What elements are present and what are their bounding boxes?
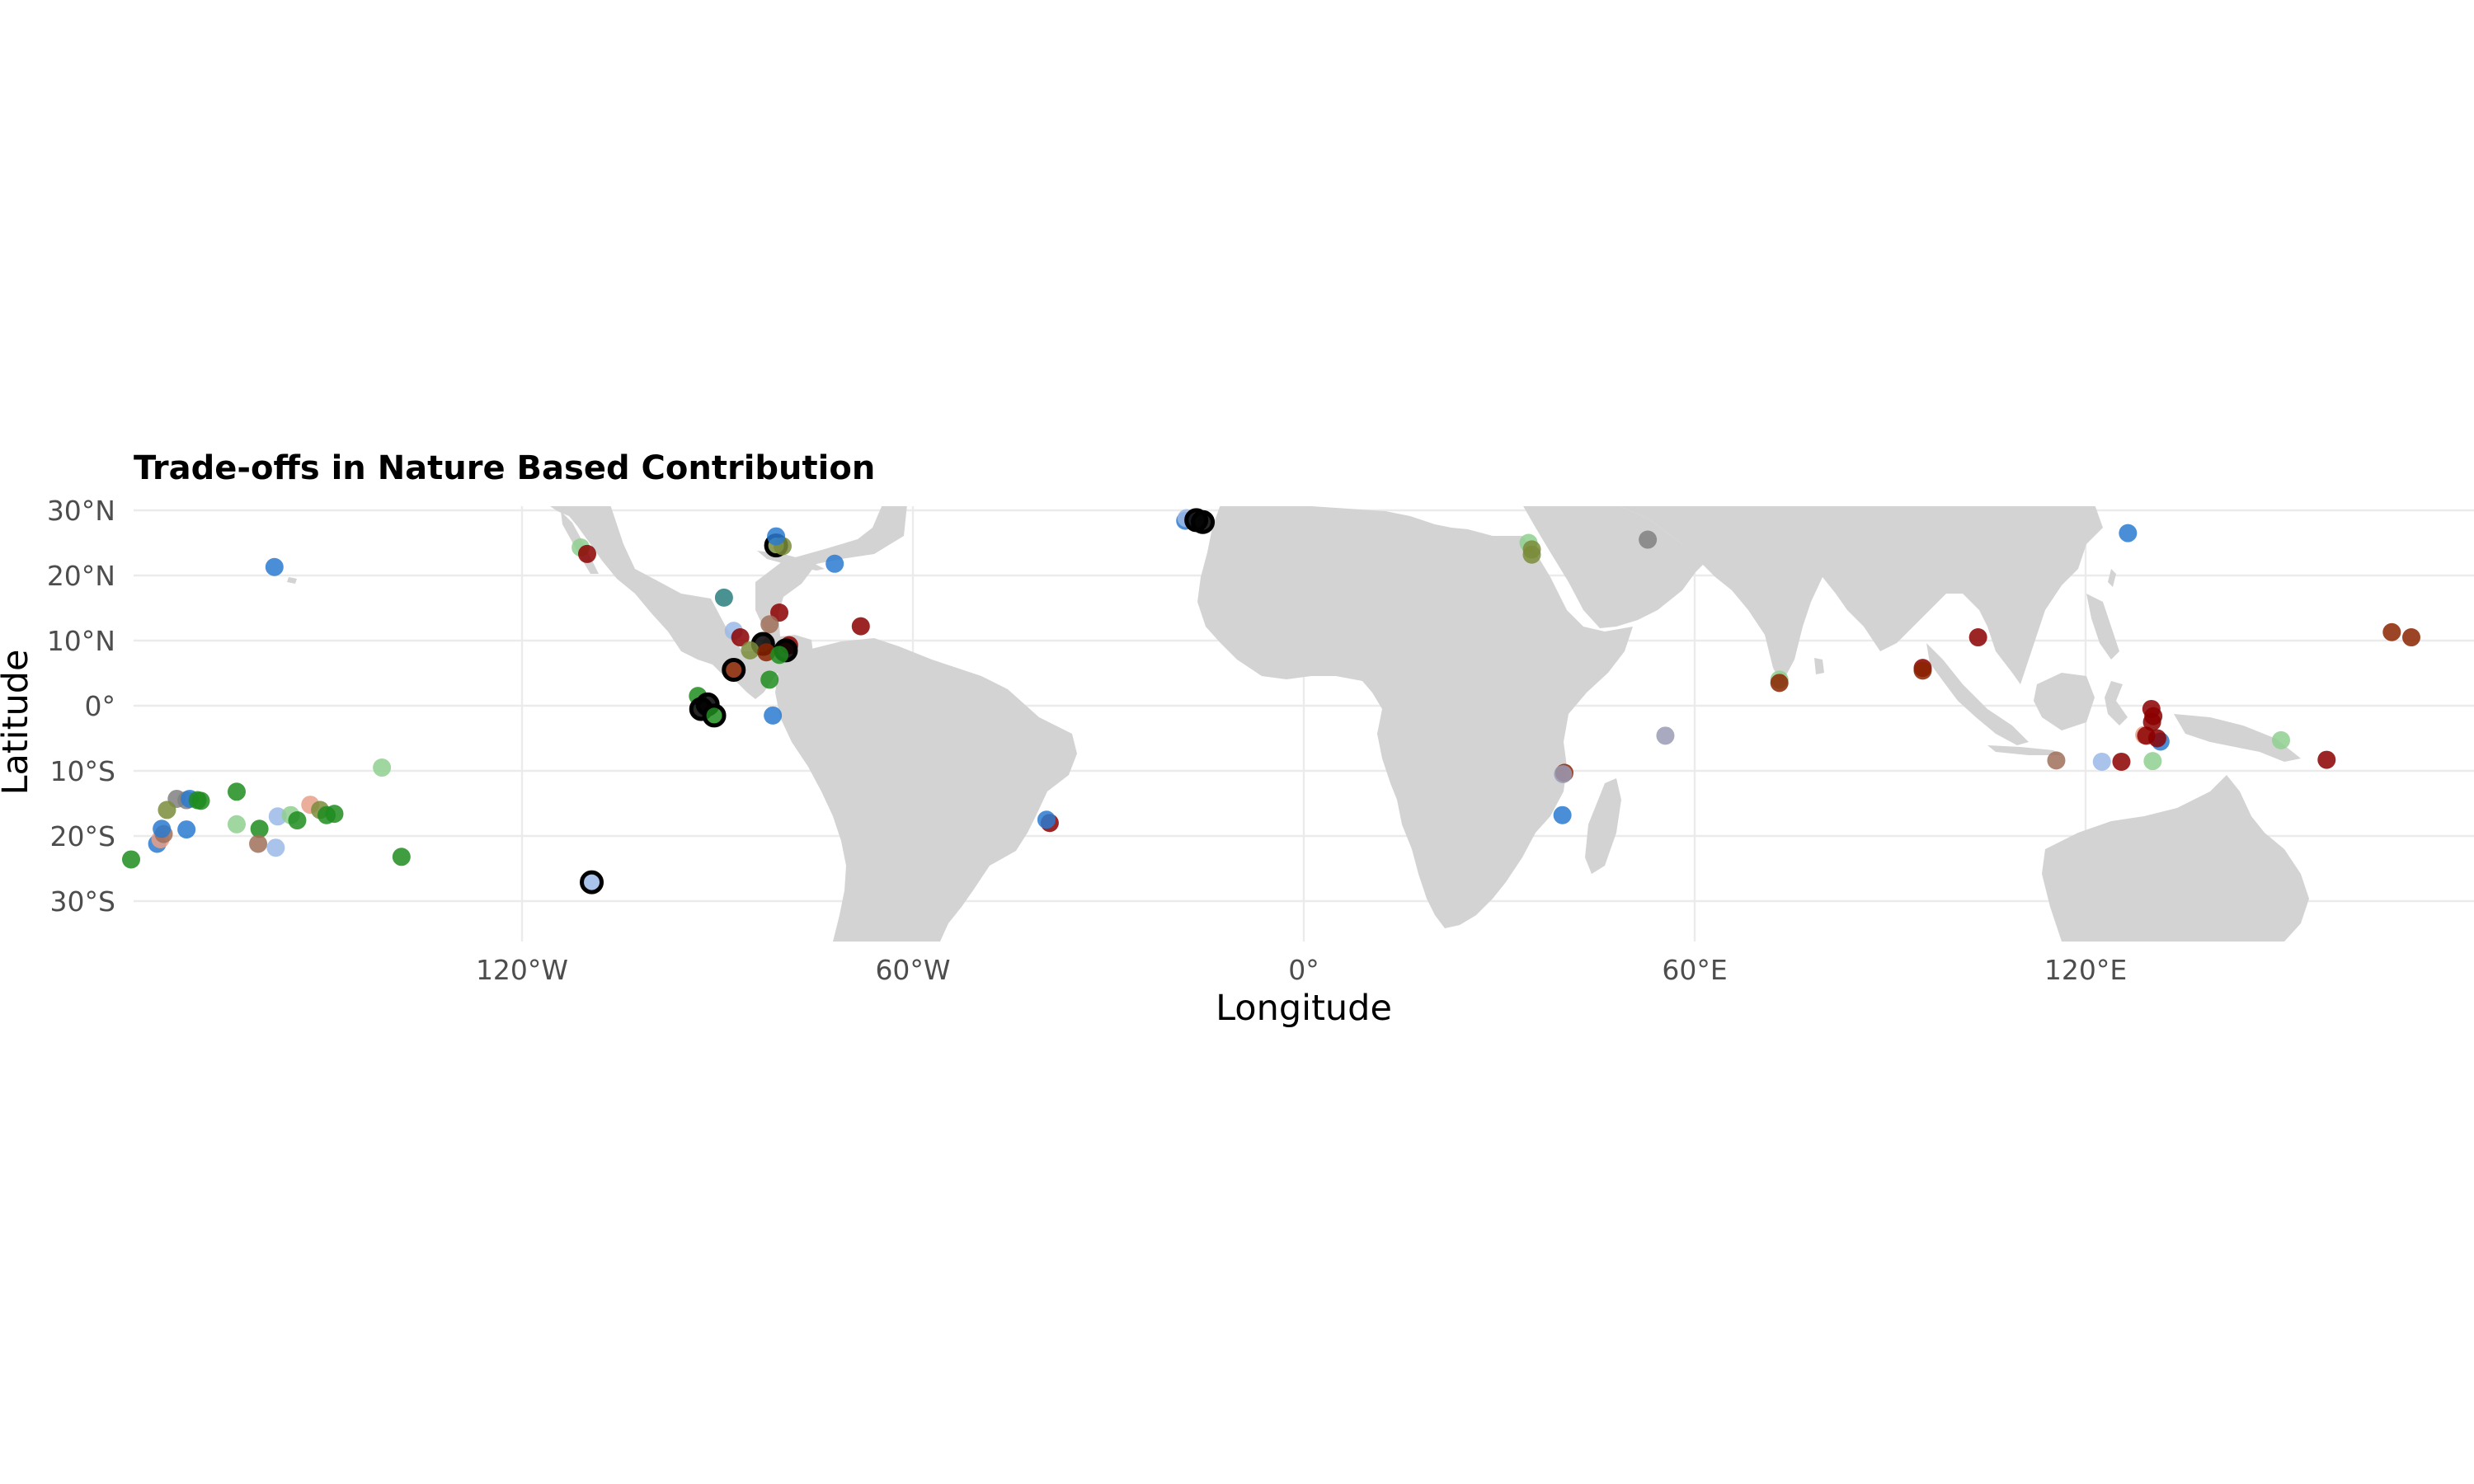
x-axis-label: Longitude xyxy=(1216,988,1392,1029)
land-sri-lanka xyxy=(1814,658,1824,674)
land-hawaii xyxy=(287,577,297,584)
data-point xyxy=(741,641,760,660)
data-point xyxy=(122,850,140,869)
y-tick-label: 10°S xyxy=(50,755,115,787)
data-point xyxy=(767,527,786,546)
data-point xyxy=(2272,730,2290,749)
x-tick-label: 120°W xyxy=(476,954,568,986)
axes: 120°W 60°W 0° 60°E 120°E 30°N 20°N 10°N 0° 10°S 20… xyxy=(47,495,2127,986)
data-point xyxy=(2092,752,2111,771)
data-point xyxy=(722,658,746,683)
data-point xyxy=(392,848,411,866)
data-point xyxy=(760,615,779,634)
data-point xyxy=(249,834,268,853)
data-point xyxy=(1913,661,1932,680)
data-point xyxy=(158,801,176,819)
x-tick-label: 60°E xyxy=(1662,954,1727,986)
data-point xyxy=(250,819,269,838)
land-java xyxy=(1987,745,2062,755)
data-point xyxy=(1770,674,1789,693)
data-point xyxy=(266,838,285,857)
data-point xyxy=(580,870,604,895)
data-point xyxy=(268,807,287,826)
data-point xyxy=(1037,810,1056,829)
x-tick-label: 60°W xyxy=(875,954,950,986)
data-point xyxy=(578,544,596,563)
land-asia xyxy=(1620,506,2103,684)
y-tick-label: 0° xyxy=(85,690,116,722)
y-tick-label: 30°N xyxy=(47,495,115,527)
data-point xyxy=(177,820,196,839)
y-tick-label: 20°S xyxy=(50,820,115,852)
land-sumatra xyxy=(1926,643,2029,745)
data-point xyxy=(825,554,844,573)
data-point xyxy=(764,706,783,725)
data-point xyxy=(1639,530,1658,549)
y-tick-label: 10°N xyxy=(47,625,115,657)
x-tick-label: 120°E xyxy=(2044,954,2127,986)
data-point xyxy=(373,758,392,777)
data-point xyxy=(1554,764,1573,783)
data-point xyxy=(2142,712,2161,731)
data-point xyxy=(2137,726,2156,745)
data-point xyxy=(770,646,789,665)
data-point xyxy=(2402,628,2420,647)
data-point xyxy=(2143,752,2162,771)
land-south-america xyxy=(775,638,1077,942)
land-arabia xyxy=(1523,506,1707,628)
data-point xyxy=(191,791,210,810)
points-layer xyxy=(122,508,2420,895)
data-point xyxy=(153,819,172,838)
land-north-america xyxy=(550,506,907,699)
land-sulawesi xyxy=(2105,681,2128,726)
data-point xyxy=(731,628,750,647)
land-taiwan xyxy=(2108,569,2116,587)
y-axis-label: Latitude xyxy=(0,650,36,796)
chart-title: Trade-offs in Nature Based Contribution xyxy=(134,449,875,487)
data-point xyxy=(1656,726,1675,745)
y-tick-label: 30°S xyxy=(50,885,115,918)
land-philippines xyxy=(2086,594,2119,660)
land-africa xyxy=(1197,506,1633,928)
data-point xyxy=(265,557,284,576)
land-madagascar xyxy=(1585,778,1621,874)
data-point xyxy=(227,782,246,801)
land-borneo xyxy=(2034,673,2095,730)
data-point xyxy=(2317,750,2336,769)
data-point xyxy=(1522,545,1541,564)
data-point xyxy=(714,588,733,607)
land-australia xyxy=(2042,775,2309,942)
x-tick-label: 0° xyxy=(1288,954,1319,986)
data-point xyxy=(1191,510,1216,534)
data-point xyxy=(325,805,344,824)
data-point xyxy=(2047,751,2066,770)
data-point xyxy=(227,815,246,834)
data-point xyxy=(851,617,870,636)
data-point xyxy=(288,811,307,830)
data-point xyxy=(1553,805,1572,824)
data-point xyxy=(760,670,779,689)
data-point xyxy=(2112,752,2131,771)
data-point xyxy=(702,703,727,728)
data-point xyxy=(2119,524,2138,542)
data-point xyxy=(1968,628,1987,647)
data-point xyxy=(2382,622,2401,641)
land-new-guinea xyxy=(2174,714,2301,762)
y-tick-label: 20°N xyxy=(47,560,115,592)
